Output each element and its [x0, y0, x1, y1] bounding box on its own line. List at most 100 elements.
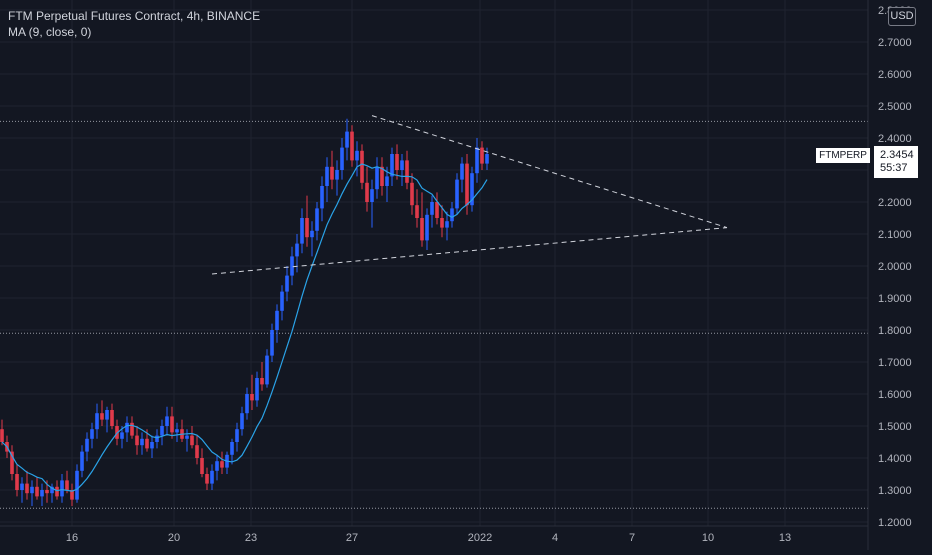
candle-body — [55, 486, 59, 497]
candle-body — [140, 438, 144, 446]
candle-body — [485, 154, 489, 164]
candle — [360, 144, 364, 190]
candle — [215, 454, 219, 481]
candle-body — [435, 202, 439, 218]
candle-body — [285, 275, 289, 292]
candle — [420, 192, 424, 247]
candle-body — [395, 154, 399, 170]
candle — [305, 195, 309, 247]
candle-body — [205, 474, 209, 484]
y-tick-label: 2.2000 — [878, 197, 912, 209]
candle — [20, 477, 24, 503]
candle — [440, 205, 444, 238]
candle-body — [20, 483, 24, 490]
candle — [185, 429, 189, 452]
candle-body — [280, 291, 284, 311]
candle-body — [320, 186, 324, 209]
candle — [65, 470, 69, 494]
candle-body — [195, 445, 199, 458]
candle — [110, 403, 114, 430]
currency-badge[interactable]: USD — [888, 7, 916, 26]
candle-body — [95, 413, 99, 430]
candle-body — [60, 480, 64, 497]
candle-body — [405, 160, 409, 183]
candle-body — [270, 330, 274, 356]
x-tick-label: 7 — [629, 532, 635, 544]
candle — [255, 371, 259, 407]
candle — [265, 349, 269, 388]
candle-body — [160, 426, 164, 436]
candle — [175, 422, 179, 442]
candle-body — [430, 202, 434, 215]
legend-indicator[interactable]: MA (9, close, 0) — [8, 25, 92, 39]
candle-body — [50, 486, 54, 494]
candle — [155, 429, 159, 449]
candle-body — [340, 147, 344, 170]
candle — [240, 406, 244, 436]
candle — [205, 467, 209, 490]
candle — [270, 323, 274, 362]
x-tick-label: 16 — [66, 532, 78, 544]
candle — [85, 432, 89, 462]
x-tick-label: 27 — [346, 532, 358, 544]
candle — [245, 387, 249, 420]
y-tick-label: 2.1000 — [878, 229, 912, 241]
candle — [285, 266, 289, 302]
candle-body — [290, 256, 294, 276]
candle — [425, 208, 429, 250]
y-tick-label: 1.3000 — [878, 485, 912, 497]
candle — [55, 480, 59, 500]
grid — [0, 0, 868, 526]
y-tick-label: 2.7000 — [878, 37, 912, 49]
trendlines — [211, 115, 728, 275]
candle-body — [30, 486, 34, 494]
x-tick-label: 20 — [168, 532, 180, 544]
candle-body — [410, 182, 414, 206]
candle-body — [175, 429, 179, 433]
candle-body — [235, 429, 239, 442]
candle-body — [125, 422, 129, 433]
candle — [325, 157, 329, 202]
candle-body — [385, 176, 389, 186]
candle — [345, 118, 349, 161]
candle-body — [75, 470, 79, 500]
candle-body — [350, 131, 354, 161]
y-tick-label: 1.8000 — [878, 325, 912, 337]
last-price-value: 2.3454 — [880, 149, 914, 161]
legend-title: FTM Perpetual Futures Contract, 4h, BINA… — [8, 9, 261, 23]
candle-body — [40, 490, 44, 497]
candle — [95, 403, 99, 439]
candle-body — [335, 170, 339, 180]
candle — [130, 416, 134, 439]
candle — [120, 426, 124, 449]
candle — [450, 202, 454, 228]
time-axis: 16 20 23 27 2022 4 7 10 13 — [0, 525, 868, 544]
candle — [70, 483, 74, 506]
candle-body — [450, 208, 454, 222]
candle — [460, 157, 464, 193]
candle-body — [295, 243, 299, 257]
candle — [315, 202, 319, 241]
price-axis: 1.2000 1.3000 1.4000 1.5000 1.6000 1.7000 1.80… — [867, 0, 912, 550]
candle — [415, 189, 419, 228]
candle — [280, 285, 284, 321]
candle — [475, 138, 479, 183]
candle-body — [370, 189, 374, 202]
y-tick-label: 1.5000 — [878, 421, 912, 433]
candle — [355, 141, 359, 177]
moving-average — [1, 163, 488, 492]
candle-body — [275, 310, 279, 330]
candle-body — [300, 218, 304, 244]
candle — [190, 426, 194, 449]
x-tick-label: 23 — [245, 532, 257, 544]
candle-body — [400, 160, 404, 170]
candle-body — [0, 429, 4, 442]
candle-body — [155, 435, 159, 442]
y-tick-label: 2.4000 — [878, 133, 912, 145]
candle-body — [250, 394, 254, 401]
candle-body — [215, 461, 219, 471]
candle — [485, 147, 489, 170]
candle — [105, 406, 109, 433]
